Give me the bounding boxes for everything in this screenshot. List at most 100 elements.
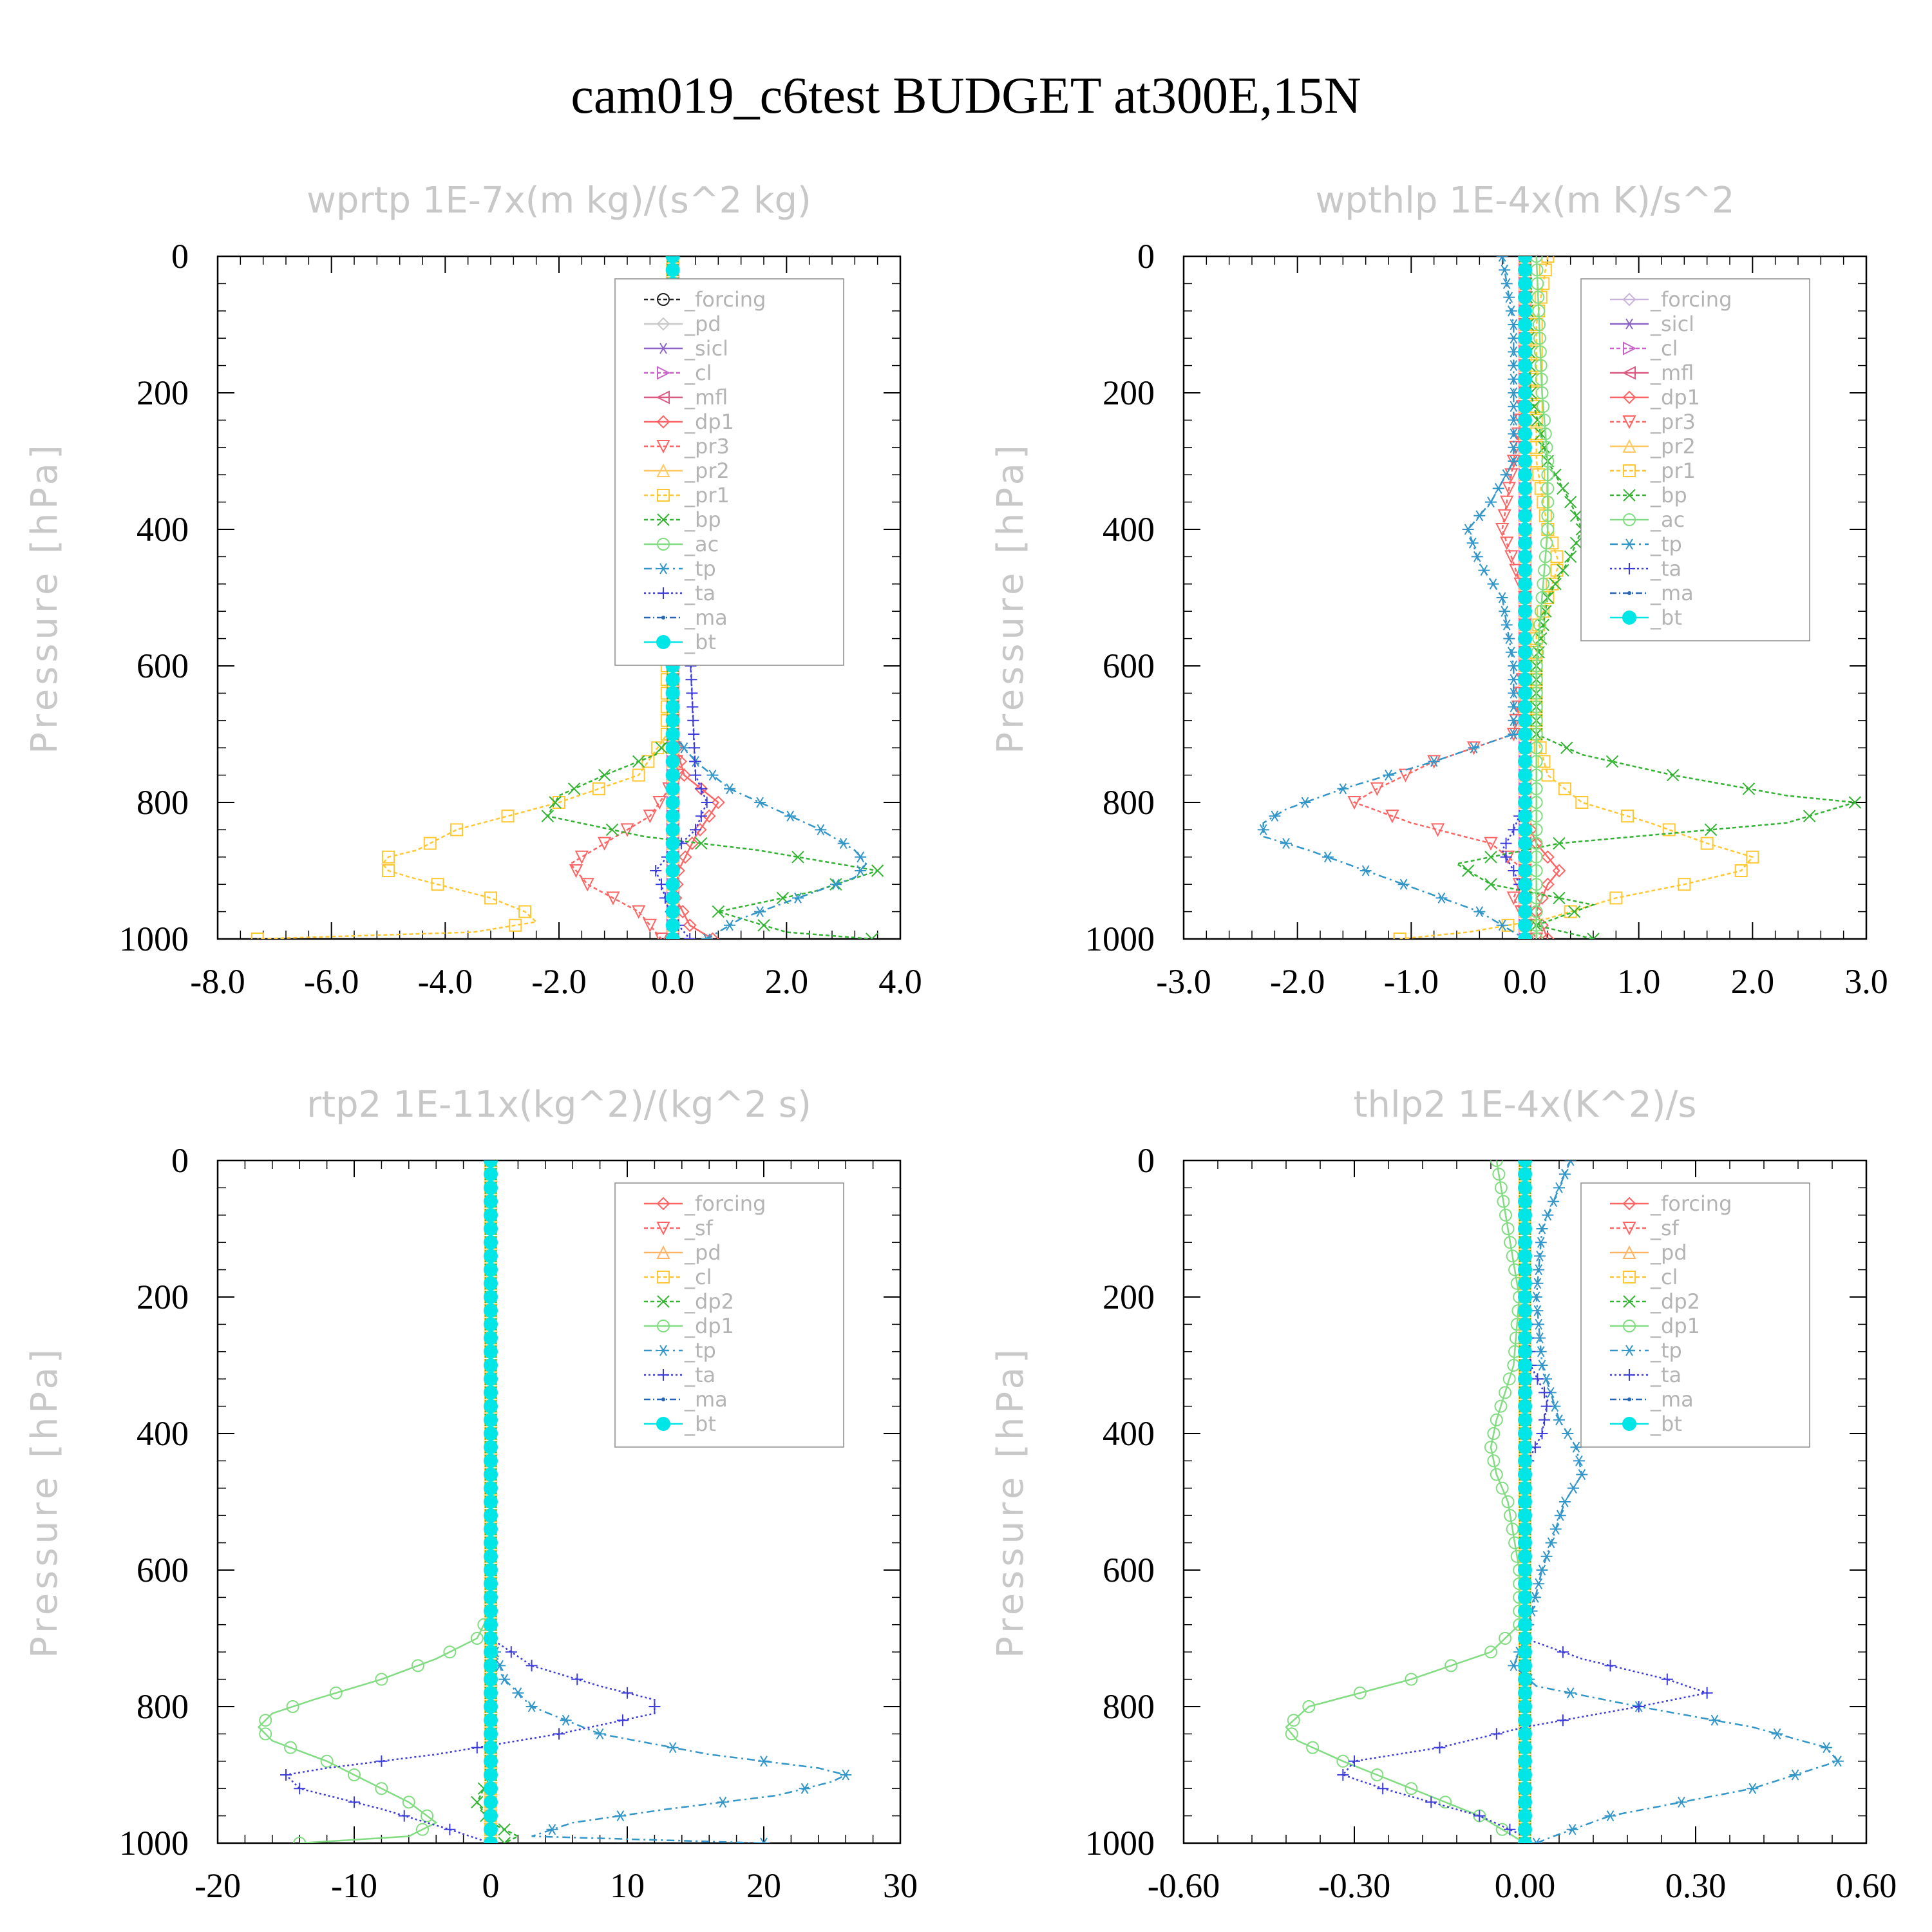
data-point	[665, 932, 680, 939]
plot-frame	[216, 1159, 902, 1844]
data-point	[1484, 837, 1498, 851]
data-point	[1541, 523, 1555, 536]
x-tick-label: -20	[194, 1866, 241, 1905]
data-point	[1299, 797, 1311, 808]
legend-label: _pr1	[1650, 459, 1696, 483]
data-point	[1540, 932, 1555, 939]
legend-marker	[1623, 1271, 1636, 1283]
data-point	[580, 878, 594, 892]
data-point	[1508, 414, 1520, 426]
legend-marker	[1622, 366, 1636, 380]
data-point	[567, 782, 581, 795]
data-point	[1496, 920, 1508, 931]
data-point	[294, 1783, 306, 1795]
data-point	[1518, 1412, 1532, 1427]
legend-marker	[1624, 538, 1635, 550]
data-point	[1500, 495, 1514, 509]
data-point	[498, 1823, 511, 1836]
legend-label: _pr3	[684, 434, 730, 459]
data-point	[1518, 645, 1532, 659]
data-point	[678, 742, 690, 753]
legend-label: _cl	[684, 361, 712, 385]
data-point	[1518, 426, 1532, 441]
data-point	[1518, 303, 1532, 318]
data-point	[701, 933, 713, 939]
data-point	[1518, 1781, 1532, 1796]
legend-marker	[658, 1345, 669, 1356]
data-point	[1530, 256, 1543, 263]
data-point	[484, 1658, 498, 1673]
data-point	[1492, 1168, 1506, 1181]
data-point	[1494, 1399, 1508, 1413]
data-point	[1518, 1358, 1532, 1372]
legend-marker	[1624, 318, 1635, 330]
data-point	[1539, 550, 1552, 564]
data-point	[1518, 1160, 1532, 1168]
data-point	[484, 1645, 498, 1660]
legend: _forcing_sf_pd_cl_dp2_dp1_tp_ta_ma_bt	[614, 1182, 844, 1448]
data-point	[690, 769, 701, 781]
data-point	[1508, 660, 1520, 672]
data-point	[1473, 510, 1486, 522]
data-point	[1487, 1427, 1501, 1440]
data-point	[1558, 1168, 1571, 1180]
data-point	[1609, 891, 1623, 905]
series-line	[1454, 256, 1855, 939]
data-point	[1557, 482, 1569, 495]
data-point	[1564, 1160, 1577, 1166]
data-point	[1506, 891, 1520, 905]
data-point	[1484, 878, 1497, 891]
data-point	[1666, 768, 1680, 782]
data-point	[1564, 1687, 1577, 1699]
data-point	[1518, 454, 1532, 468]
data-point	[1508, 824, 1520, 836]
data-point	[706, 770, 719, 781]
data-point	[484, 1372, 498, 1387]
x-tick-label: 2.0	[1731, 962, 1775, 1001]
series-line	[654, 256, 708, 939]
data-point	[1587, 933, 1600, 939]
x-tick-label: 0.60	[1836, 1866, 1897, 1905]
legend-label: _pr1	[684, 483, 730, 507]
data-point	[1535, 1346, 1547, 1358]
data-point	[687, 701, 699, 713]
data-point	[1504, 550, 1519, 564]
data-point	[1269, 810, 1281, 822]
data-point	[1473, 906, 1486, 918]
legend-label: _pd	[1650, 1240, 1687, 1265]
data-point	[1789, 1769, 1801, 1781]
data-point	[1337, 783, 1349, 795]
data-point	[665, 713, 680, 728]
data-point	[1605, 755, 1619, 768]
data-point	[1485, 497, 1497, 508]
data-point	[1553, 837, 1566, 850]
data-point	[1569, 509, 1583, 522]
data-point	[484, 1167, 498, 1182]
series-tp	[1257, 256, 1531, 939]
data-point	[1558, 782, 1571, 795]
data-point	[1484, 851, 1497, 864]
x-tick-label: -0.30	[1318, 1866, 1390, 1905]
data-point	[1359, 865, 1372, 876]
data-point	[1541, 768, 1555, 782]
data-point	[1518, 1795, 1532, 1810]
data-point	[1518, 290, 1532, 305]
data-point	[1490, 1413, 1503, 1426]
legend-label: _ta	[1650, 1363, 1681, 1387]
figure-title: cam019_c6test BUDGET at300E,15N	[571, 68, 1361, 124]
data-point	[1700, 837, 1714, 850]
data-point	[431, 878, 444, 891]
y-tick-label: 800	[1103, 1687, 1155, 1726]
legend-label: _ma	[1650, 581, 1694, 605]
data-point	[1499, 1386, 1512, 1399]
data-point	[1503, 292, 1515, 303]
data-point	[621, 1687, 633, 1699]
data-point	[1848, 796, 1862, 809]
data-point	[1518, 1754, 1532, 1768]
data-point	[484, 1522, 498, 1537]
data-point	[1538, 441, 1551, 454]
data-point	[1518, 440, 1532, 455]
data-point	[348, 1768, 361, 1781]
data-point	[1535, 386, 1549, 399]
data-point	[1501, 1222, 1515, 1235]
